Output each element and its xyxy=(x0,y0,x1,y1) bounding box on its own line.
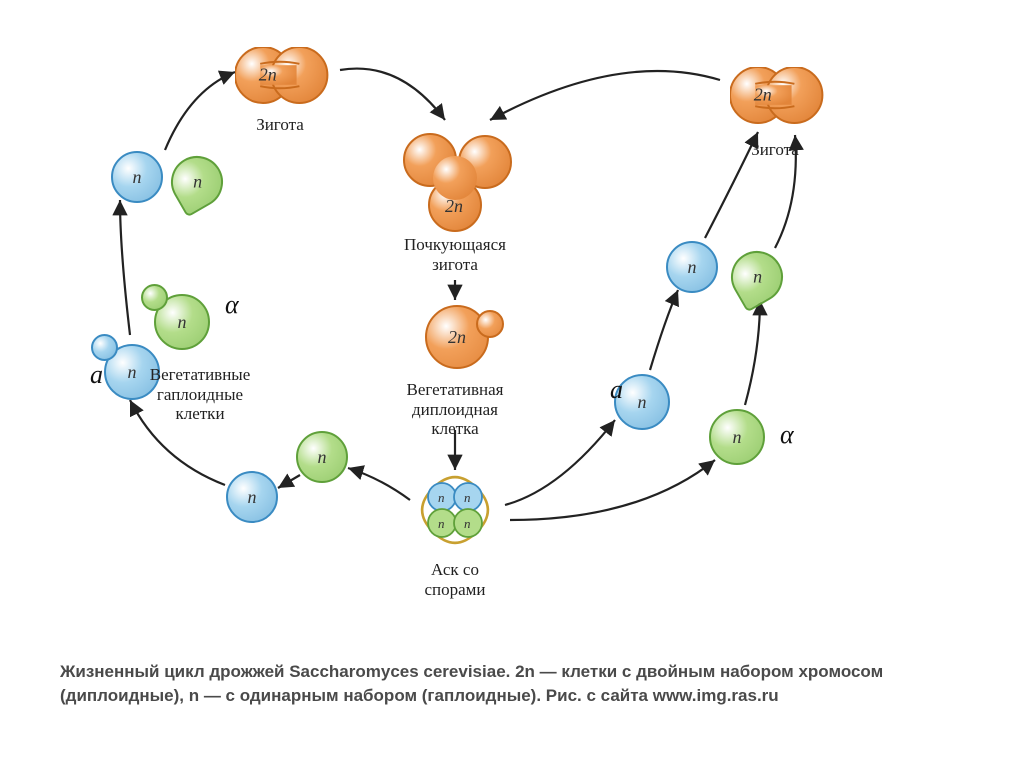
ploidy-label: n xyxy=(318,447,327,468)
svg-text:n: n xyxy=(464,516,471,531)
label-veg-haploid: Вегетативныегаплоидныеклетки xyxy=(150,365,251,424)
cell-zygote_right: 2n xyxy=(730,67,825,131)
label-budding-zygote: Почкующаясязигота xyxy=(404,235,506,274)
arrow-right-alpha-to-right-n-green xyxy=(745,300,760,405)
ploidy-label: n xyxy=(733,427,742,448)
cell-right_alpha_cell: n xyxy=(709,409,765,465)
arrow-ascus-to-left-green xyxy=(348,468,410,500)
cell-budding_zygote: 2n xyxy=(400,130,515,240)
mating-type-right-alpha: α xyxy=(780,420,794,450)
ploidy-label: n xyxy=(193,172,202,193)
arrow-ascus-to-right-alpha xyxy=(510,460,715,520)
arrow-zygote-right-to-budding xyxy=(490,71,720,120)
arrow-left-n-to-zygote-left xyxy=(165,72,235,150)
svg-text:n: n xyxy=(438,490,445,505)
svg-text:2n: 2n xyxy=(259,65,277,85)
cell-left_alpha_cell: n xyxy=(154,294,210,350)
cell-left_n_blue: n xyxy=(111,151,163,203)
ploidy-label: n xyxy=(753,267,762,288)
ploidy-label: n xyxy=(638,392,647,413)
ploidy-label: n xyxy=(688,257,697,278)
svg-text:n: n xyxy=(438,516,445,531)
arrow-right-a-to-right-n-blue xyxy=(650,290,678,370)
arrow-left-a-to-left-n xyxy=(120,200,130,335)
ploidy-label: n xyxy=(128,362,137,383)
cell-veg_diploid: 2n xyxy=(425,305,489,369)
arrow-zygote-left-to-budding xyxy=(340,69,445,120)
cell-ascus: n n n n xyxy=(412,467,498,558)
ploidy-label: 2n xyxy=(448,327,466,348)
cell-left_n_green: n xyxy=(171,156,223,208)
cell-right_n_blue: n xyxy=(666,241,718,293)
svg-text:n: n xyxy=(464,490,471,505)
svg-text:2n: 2n xyxy=(754,85,772,105)
diagram-area: 2n 2n 2n2n n n n nnnnnnnnnnnЗиготаЗигота… xyxy=(0,0,1024,640)
label-zygote-right: Зигота xyxy=(751,140,799,160)
arrow-ascus-to-right-a xyxy=(505,420,615,505)
figure-caption: Жизненный цикл дрожжей Saccharomyces cer… xyxy=(60,660,964,708)
arrow-right-n-blue-to-zygote-right xyxy=(705,132,758,238)
ploidy-label: n xyxy=(248,487,257,508)
cell-right_n_green: n xyxy=(731,251,783,303)
cell-left_bottom_blue: n xyxy=(226,471,278,523)
label-veg-diploid: Вегетативнаядиплоиднаяклетка xyxy=(407,380,504,439)
cell-left_bottom_green: n xyxy=(296,431,348,483)
label-zygote-left: Зигота xyxy=(256,115,304,135)
mating-type-right-a: a xyxy=(610,375,623,405)
mating-type-left-a: a xyxy=(90,360,103,390)
label-ascus: Аск соспорами xyxy=(424,560,485,599)
ploidy-label: n xyxy=(133,167,142,188)
svg-text:2n: 2n xyxy=(445,196,463,216)
mating-type-left-alpha: α xyxy=(225,290,239,320)
cell-zygote_left: 2n xyxy=(235,47,330,111)
ploidy-label: n xyxy=(178,312,187,333)
